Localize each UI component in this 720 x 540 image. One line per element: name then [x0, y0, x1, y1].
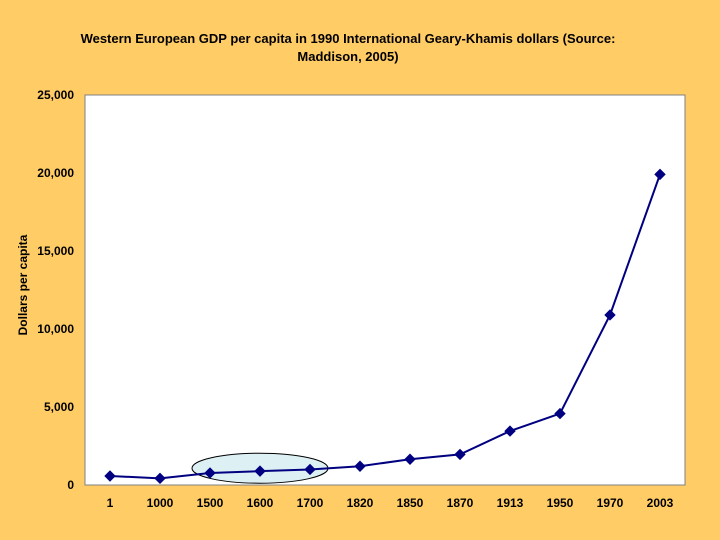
series-line: [109, 174, 661, 480]
y-axis-label: Dollars per capita: [16, 234, 30, 335]
x-tick-label: 1000: [147, 496, 174, 510]
x-tick-label: 1870: [447, 496, 474, 510]
data-point-marker: [304, 463, 316, 476]
data-point-marker: [604, 309, 616, 321]
plot-area: [84, 94, 686, 486]
y-tick-label: 15,000: [37, 244, 74, 258]
marker-layer: [104, 168, 666, 485]
x-tick-label: 1820: [347, 496, 374, 510]
data-point-marker: [204, 467, 216, 479]
data-point-marker: [454, 448, 466, 461]
x-tick-label: 1700: [297, 496, 324, 510]
data-point-marker: [654, 168, 666, 181]
data-point-marker: [504, 425, 516, 437]
y-tick-label: 20,000: [37, 166, 74, 180]
data-point-marker: [254, 465, 266, 477]
y-tick-label: 5,000: [44, 400, 74, 414]
data-point-marker: [154, 472, 166, 485]
y-tick-label: 25,000: [37, 88, 74, 102]
chart-title-line-1: Western European GDP per capita in 1990 …: [81, 31, 616, 46]
y-tick-label: 0: [67, 478, 74, 492]
data-point-marker: [554, 407, 566, 420]
x-tick-label: 1913: [497, 496, 524, 510]
line-layer: [109, 174, 661, 480]
x-tick-label: 1970: [597, 496, 624, 510]
data-point-marker: [104, 470, 116, 482]
x-tick-label: 1500: [197, 496, 224, 510]
axis-layer: 0 5,000 10,000 15,000 20,000 25,000 1 1000 1500 1…: [37, 88, 673, 510]
data-point-marker: [404, 453, 416, 465]
y-tick-label: 10,000: [37, 322, 74, 336]
data-point-marker: [354, 460, 366, 472]
x-tick-label: 1600: [247, 496, 274, 510]
x-tick-label: 1: [107, 496, 114, 510]
x-tick-label: 1850: [397, 496, 424, 510]
x-tick-label: 1950: [547, 496, 574, 510]
chart-title-line-2: Maddison, 2005): [297, 49, 398, 64]
x-tick-label: 2003: [647, 496, 674, 510]
